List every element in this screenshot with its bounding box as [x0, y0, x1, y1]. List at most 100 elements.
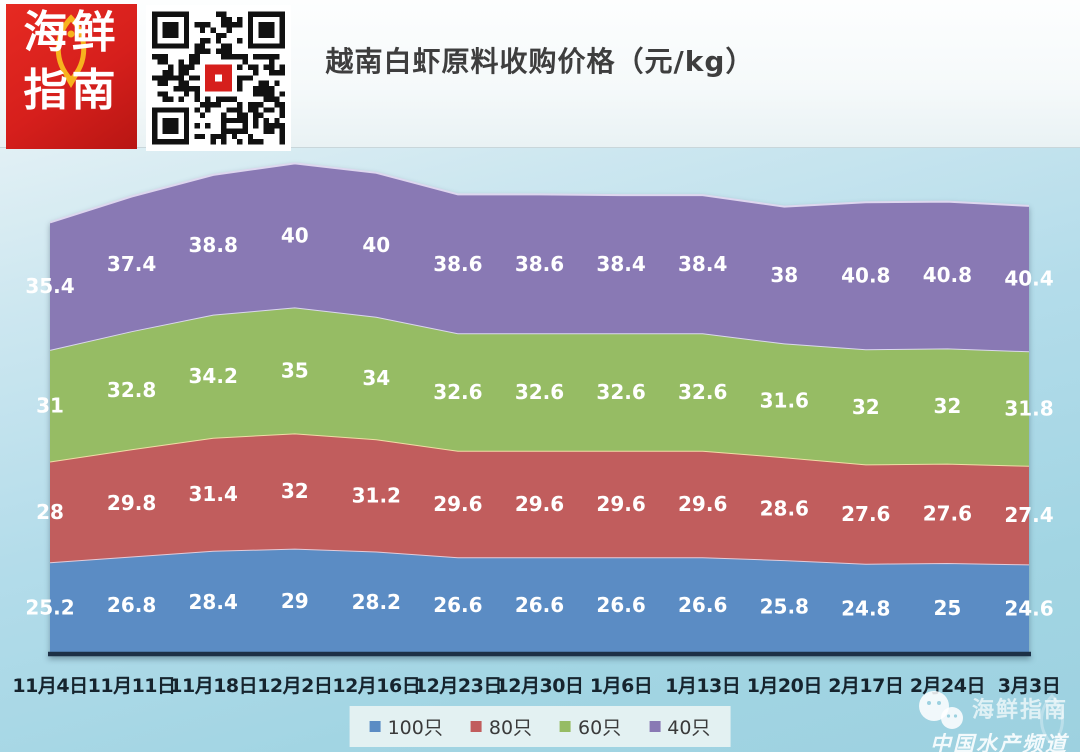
value-label: 31.4 — [189, 482, 238, 506]
x-axis-label: 11月4日 — [12, 675, 87, 697]
stacked-areas — [48, 162, 1031, 657]
value-label: 32 — [852, 395, 880, 419]
value-label: 25.8 — [760, 595, 809, 619]
value-label: 24.8 — [841, 596, 890, 620]
value-label: 24.6 — [1004, 597, 1053, 621]
value-label: 28.2 — [352, 590, 401, 614]
value-label: 32.6 — [596, 380, 645, 404]
value-label: 31.8 — [1004, 397, 1053, 421]
value-label: 25 — [933, 596, 961, 620]
watermark-channel: 中国水产频道 — [930, 732, 1068, 752]
x-axis-label: 12月2日 — [257, 675, 332, 697]
value-label: 32.6 — [515, 380, 564, 404]
legend-swatch-80 — [470, 721, 482, 732]
value-label: 26.6 — [596, 593, 645, 617]
legend-label-80: 80只 — [488, 717, 533, 739]
x-axis-label: 12月30日 — [496, 675, 584, 697]
value-label: 40.8 — [923, 263, 972, 287]
area-edge-40只 — [49, 162, 1030, 224]
fish-icon — [55, 14, 87, 88]
value-label: 31.6 — [760, 388, 809, 412]
value-label: 35 — [281, 358, 309, 382]
area-band-100只 — [50, 548, 1029, 653]
value-label: 32 — [933, 394, 961, 418]
value-label: 34 — [362, 366, 390, 390]
value-label: 27.4 — [1004, 503, 1053, 527]
value-label: 38.8 — [189, 233, 238, 257]
area-band-80只 — [50, 433, 1029, 565]
value-label: 38.6 — [515, 252, 564, 276]
value-label: 38 — [770, 263, 798, 287]
x-axis-label: 11月18日 — [169, 675, 257, 697]
legend-label-40: 40只 — [667, 717, 711, 739]
logo-text-top: 海鲜 — [23, 7, 120, 58]
legend-label-100: 100只 — [387, 717, 443, 739]
legend-label-60: 60只 — [578, 717, 622, 739]
value-label: 29.6 — [678, 492, 727, 516]
value-label: 29 — [281, 589, 309, 613]
qr-pattern — [152, 11, 285, 145]
value-label: 27.6 — [923, 501, 972, 525]
x-axis-label: 12月23日 — [414, 675, 502, 697]
value-label: 32 — [281, 479, 309, 503]
logo-text-bottom: 指南 — [23, 65, 120, 116]
value-label: 40.4 — [1004, 267, 1053, 291]
value-label: 40.8 — [841, 264, 890, 288]
value-label: 26.6 — [433, 593, 482, 617]
area-band-60只 — [50, 307, 1029, 466]
value-label: 40 — [362, 233, 390, 257]
legend-item-100: 100只 — [369, 713, 443, 740]
watermark: 海鲜指南 中国水产频道 www.fishfirst.cn — [808, 690, 1068, 752]
area-band-40只 — [50, 163, 1029, 352]
value-label: 34.2 — [189, 364, 238, 388]
value-label: 32.6 — [433, 380, 482, 404]
x-axis-label: 2月17日 — [828, 675, 903, 697]
x-axis-label: 2月24日 — [910, 675, 985, 697]
value-label: 28 — [36, 500, 64, 524]
value-label: 29.8 — [107, 491, 156, 515]
x-axis-label: 12月16日 — [332, 675, 420, 697]
x-axis-label: 3月3日 — [998, 675, 1060, 697]
value-label: 32.8 — [107, 378, 156, 402]
value-label: 25.2 — [25, 596, 74, 620]
x-axis-label: 1月20日 — [747, 675, 822, 697]
legend-item-60: 60只 — [560, 713, 621, 740]
value-label: 28.6 — [760, 497, 809, 521]
value-label: 37.4 — [107, 252, 156, 276]
legend-item-40: 40只 — [649, 713, 710, 740]
value-labels: 25.2 26.8 28.4 29 28.2 26.6 26.6 26.6 26.6 25.8 24… — [25, 223, 1053, 620]
value-label: 26.6 — [678, 593, 727, 617]
legend-item-80: 80只 — [470, 713, 533, 740]
value-label: 35.4 — [25, 274, 74, 298]
header: 海鲜 指南 越南白虾原料收购价格（元/kg） — [0, 0, 1080, 151]
value-label: 38.4 — [596, 252, 645, 276]
fish-watermark-icon — [1040, 693, 1064, 747]
value-label: 38.6 — [433, 252, 482, 276]
value-label: 27.6 — [841, 502, 890, 526]
x-axis-label: 1月6日 — [590, 675, 652, 697]
value-label: 26.8 — [107, 593, 156, 617]
value-label: 32.6 — [678, 380, 727, 404]
legend-swatch-100 — [369, 721, 381, 732]
brand-logo: 海鲜 指南 — [6, 4, 137, 149]
legend-swatch-60 — [560, 721, 572, 732]
value-label: 40 — [281, 223, 309, 247]
value-label: 29.6 — [433, 492, 482, 516]
qr-code — [146, 5, 291, 151]
value-label: 31.2 — [352, 483, 401, 507]
page-title: 越南白虾原料收购价格（元/kg） — [325, 45, 755, 78]
value-label: 29.6 — [515, 492, 564, 516]
value-label: 38.4 — [678, 252, 727, 276]
value-label: 28.4 — [189, 590, 238, 614]
x-axis-label: 11月11日 — [88, 675, 176, 697]
value-label: 26.6 — [515, 593, 564, 617]
legend-swatch-40 — [649, 721, 661, 732]
wechat-icon — [918, 691, 963, 729]
value-label: 31 — [36, 394, 64, 418]
value-label: 29.6 — [596, 492, 645, 516]
x-axis-label: 1月13日 — [665, 675, 740, 697]
chart-legend: 100只 80只 60只 40只 — [349, 706, 731, 747]
